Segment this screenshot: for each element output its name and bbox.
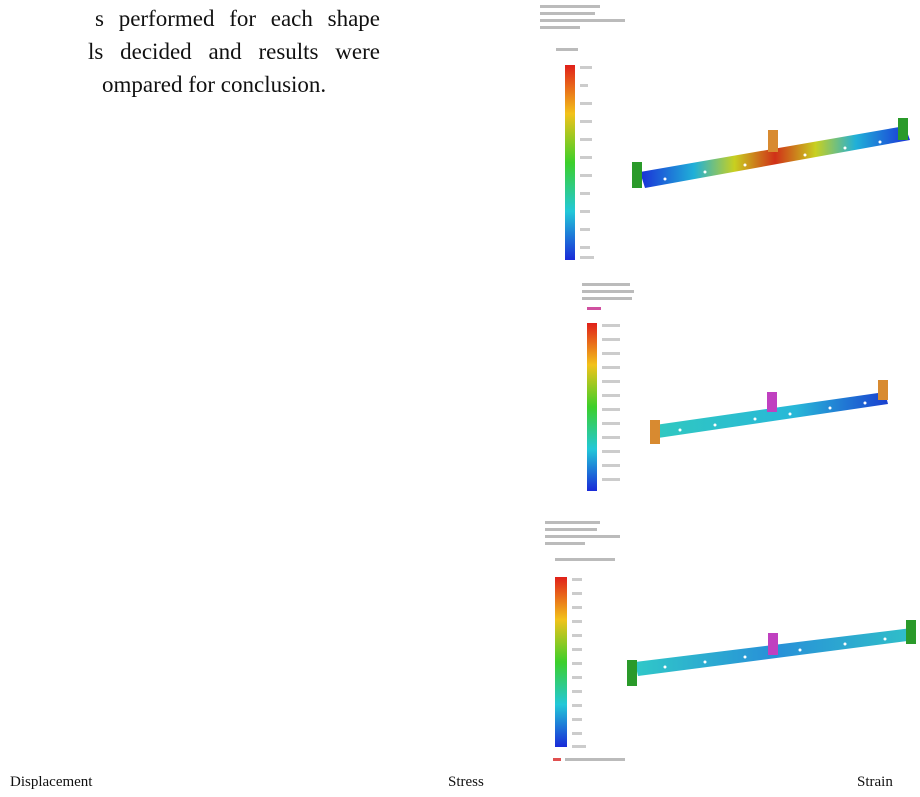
caption: Stress <box>448 774 484 791</box>
page: s performed for each shape ls decided an… <box>0 0 920 797</box>
caption: Displacement <box>10 774 92 791</box>
figures <box>0 0 920 770</box>
caption: Strain <box>857 774 893 791</box>
figure-displacement <box>540 5 910 260</box>
figure-strain <box>545 521 916 761</box>
figure-stress <box>582 283 888 491</box>
